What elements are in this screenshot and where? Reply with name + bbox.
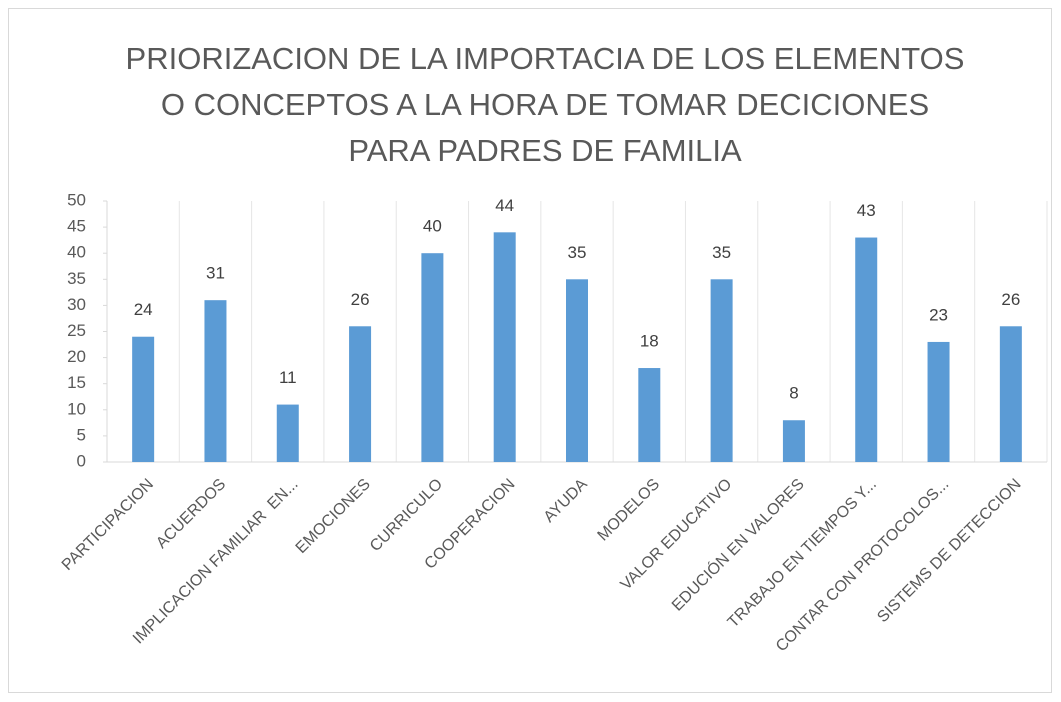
bar [349,326,372,462]
bar [782,420,805,462]
bar [276,404,299,462]
bar [999,326,1022,462]
data-label: 23 [929,305,948,324]
data-label: 43 [857,201,876,220]
y-tick-label: 15 [67,373,86,392]
bar [493,232,516,462]
y-tick-label: 0 [77,451,86,470]
bar [927,341,950,462]
bar [421,253,444,462]
data-label: 18 [640,332,659,351]
bar [566,279,588,462]
y-tick-label: 35 [67,269,86,288]
data-label: 44 [495,196,514,215]
data-label: 31 [206,264,225,283]
y-tick-label: 40 [67,243,86,262]
data-label: 40 [423,217,442,236]
y-tick-label: 10 [67,399,86,418]
y-tick-label: 45 [67,217,86,236]
bar [710,279,733,462]
data-label: 26 [1001,290,1020,309]
y-tick-label: 30 [67,295,86,314]
chart-title: O CONCEPTOS A LA HORA DE TOMAR DECICIONE… [161,87,929,122]
y-tick-label: 50 [67,190,86,209]
chart-title: PARA PADRES DE FAMILIA [348,133,742,168]
data-label: 35 [712,243,731,262]
data-label: 26 [351,290,370,309]
bar [132,336,155,462]
chart-title: PRIORIZACION DE LA IMPORTACIA DE LOS ELE… [126,41,965,76]
data-label: 35 [568,243,587,262]
y-tick-label: 5 [77,425,86,444]
bar [855,237,878,462]
bar [204,300,227,462]
data-label: 11 [279,368,297,387]
data-label: 24 [134,300,153,319]
chart-frame [8,8,1052,693]
y-tick-label: 25 [67,321,86,340]
bar [638,368,661,462]
data-label: 8 [789,384,798,403]
y-tick-label: 20 [67,347,86,366]
